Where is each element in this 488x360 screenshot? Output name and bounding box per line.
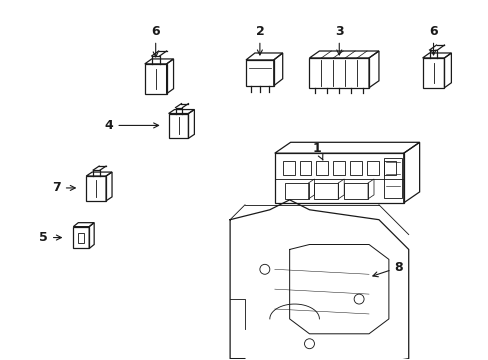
Bar — [349, 161, 361, 175]
Bar — [78, 233, 84, 243]
Bar — [274, 153, 403, 203]
Bar — [333, 161, 345, 175]
Text: 8: 8 — [372, 261, 402, 277]
Text: 2: 2 — [255, 24, 264, 55]
Bar — [299, 161, 311, 175]
Bar — [344, 183, 367, 199]
Bar — [383, 158, 401, 198]
Bar — [383, 161, 395, 175]
Bar — [284, 183, 308, 199]
Text: 1: 1 — [312, 142, 322, 160]
Text: 7: 7 — [52, 181, 75, 194]
Text: 3: 3 — [334, 24, 343, 55]
Text: 6: 6 — [428, 24, 437, 55]
Bar — [316, 161, 327, 175]
Text: 6: 6 — [151, 24, 160, 57]
Text: 4: 4 — [104, 119, 158, 132]
Text: 5: 5 — [39, 231, 61, 244]
Bar — [282, 161, 294, 175]
Bar — [366, 161, 378, 175]
Bar — [314, 183, 338, 199]
